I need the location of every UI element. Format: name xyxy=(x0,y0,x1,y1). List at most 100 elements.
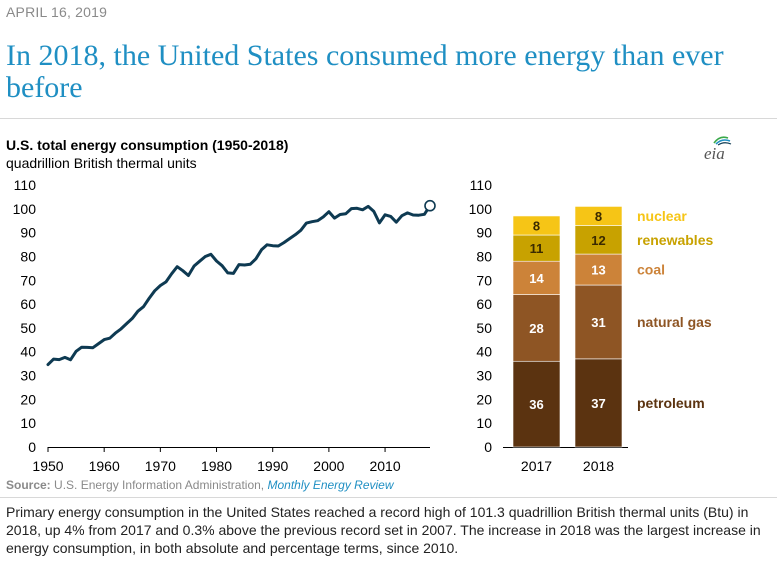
consumption-point xyxy=(52,357,55,361)
bar-y-tick-label: 90 xyxy=(476,225,492,241)
consumption-point xyxy=(97,342,100,345)
publish-date: APRIL 16, 2019 xyxy=(6,4,108,20)
line-x-tick-label: 1960 xyxy=(89,458,120,474)
consumption-point xyxy=(400,214,404,217)
consumption-point xyxy=(316,219,319,222)
consumption-point xyxy=(322,215,325,219)
consumption-point xyxy=(254,257,258,261)
consumption-point xyxy=(159,284,162,287)
line-y-tick-label: 40 xyxy=(20,344,36,360)
consumption-point xyxy=(220,264,224,267)
eia-logo-icon: eia xyxy=(704,136,732,162)
bar-value-label: 13 xyxy=(591,263,605,278)
eia-logo-text: eia xyxy=(704,144,725,162)
consumption-point xyxy=(288,237,291,240)
consumption-point xyxy=(170,272,173,276)
legend-renewables: renewables xyxy=(637,232,713,248)
divider-bottom xyxy=(0,497,777,498)
consumption-point xyxy=(355,207,359,210)
consumption-point xyxy=(215,259,218,263)
bar-y-tick-label: 100 xyxy=(469,201,493,217)
consumption-point xyxy=(293,233,297,236)
consumption-point xyxy=(395,220,398,224)
bar-value-label: 8 xyxy=(595,209,602,224)
divider-top xyxy=(0,118,777,119)
bar-value-label: 8 xyxy=(533,218,540,233)
bar-value-label: 28 xyxy=(529,321,543,336)
consumption-point xyxy=(142,305,145,308)
consumption-point xyxy=(114,331,117,335)
source-link[interactable]: Monthly Energy Review xyxy=(267,478,394,492)
bar-segment-renewables xyxy=(574,225,623,255)
legend-coal: coal xyxy=(637,262,665,278)
consumption-point xyxy=(372,210,376,213)
consumption-point xyxy=(58,358,61,361)
bar-segment-natural-gas xyxy=(574,284,623,360)
chart-title: U.S. total energy consumption (1950-2018… xyxy=(6,137,289,153)
consumption-point xyxy=(119,327,123,331)
consumption-point xyxy=(378,221,381,225)
line-x-tick-label: 1950 xyxy=(32,458,63,474)
bar-segment-nuclear xyxy=(574,206,623,226)
line-x-tick-label: 1970 xyxy=(145,458,176,474)
consumption-point xyxy=(327,210,331,213)
consumption-point xyxy=(411,213,415,217)
consumption-point xyxy=(249,263,252,266)
consumption-point xyxy=(80,346,83,349)
consumption-point xyxy=(389,215,392,218)
consumption-point xyxy=(350,207,353,210)
line-y-tick-label: 90 xyxy=(20,225,36,241)
consumption-point xyxy=(417,214,420,217)
bar-segment-coal xyxy=(512,260,561,295)
legend-nuclear: nuclear xyxy=(637,208,687,224)
consumption-point xyxy=(86,346,89,349)
consumption-point xyxy=(176,265,179,268)
line-y-tick-label: 110 xyxy=(14,177,37,193)
consumption-point xyxy=(260,248,263,251)
bar-y-tick-label: 70 xyxy=(476,272,492,288)
bar-y-tick-label: 60 xyxy=(476,296,492,312)
source-note: Source: U.S. Energy Information Administ… xyxy=(6,478,394,492)
line-y-tick-label: 50 xyxy=(20,320,36,336)
consumption-point xyxy=(243,263,246,267)
consumption-point xyxy=(361,208,364,211)
consumption-point xyxy=(282,241,286,244)
consumption-point xyxy=(209,253,213,256)
line-y-tick-label: 60 xyxy=(20,296,36,312)
consumption-point xyxy=(136,310,140,313)
bar-value-label: 31 xyxy=(591,315,605,330)
headline: In 2018, the United States consumed more… xyxy=(6,39,724,104)
consumption-point xyxy=(423,213,426,216)
consumption-point xyxy=(338,213,342,216)
consumption-point xyxy=(204,255,207,258)
consumption-point xyxy=(367,205,370,208)
bar-category-label: 2018 xyxy=(583,458,614,474)
caption-text: Primary energy consumption in the United… xyxy=(6,504,761,556)
bar-value-label: 36 xyxy=(529,397,543,412)
consumption-point xyxy=(153,289,156,292)
consumption-point xyxy=(91,346,95,349)
consumption-point xyxy=(131,317,134,320)
bar-segment-natural-gas xyxy=(512,294,561,362)
line-y-tick-label: 30 xyxy=(20,368,36,384)
consumption-point xyxy=(46,363,50,366)
line-y-tick-label: 100 xyxy=(13,201,37,217)
consumption-point xyxy=(69,358,72,362)
consumption-point xyxy=(147,297,151,300)
consumption-point xyxy=(305,221,308,225)
bar-value-label: 14 xyxy=(529,271,544,286)
consumption-point xyxy=(63,356,67,359)
consumption-series-line xyxy=(46,204,432,367)
line-y-tick-label: 80 xyxy=(20,248,36,264)
legend-petroleum: petroleum xyxy=(637,395,705,411)
line-x-tick-label: 1980 xyxy=(201,458,232,474)
bar-category-label: 2017 xyxy=(521,458,552,474)
consumption-point xyxy=(181,269,185,272)
consumption-point xyxy=(108,336,111,340)
line-x-tick-label: 2010 xyxy=(369,458,400,474)
line-y-tick-label: 70 xyxy=(20,272,36,288)
line-x-tick-label: 1990 xyxy=(257,458,288,474)
consumption-point xyxy=(310,220,314,223)
bar-value-label: 11 xyxy=(530,241,544,256)
